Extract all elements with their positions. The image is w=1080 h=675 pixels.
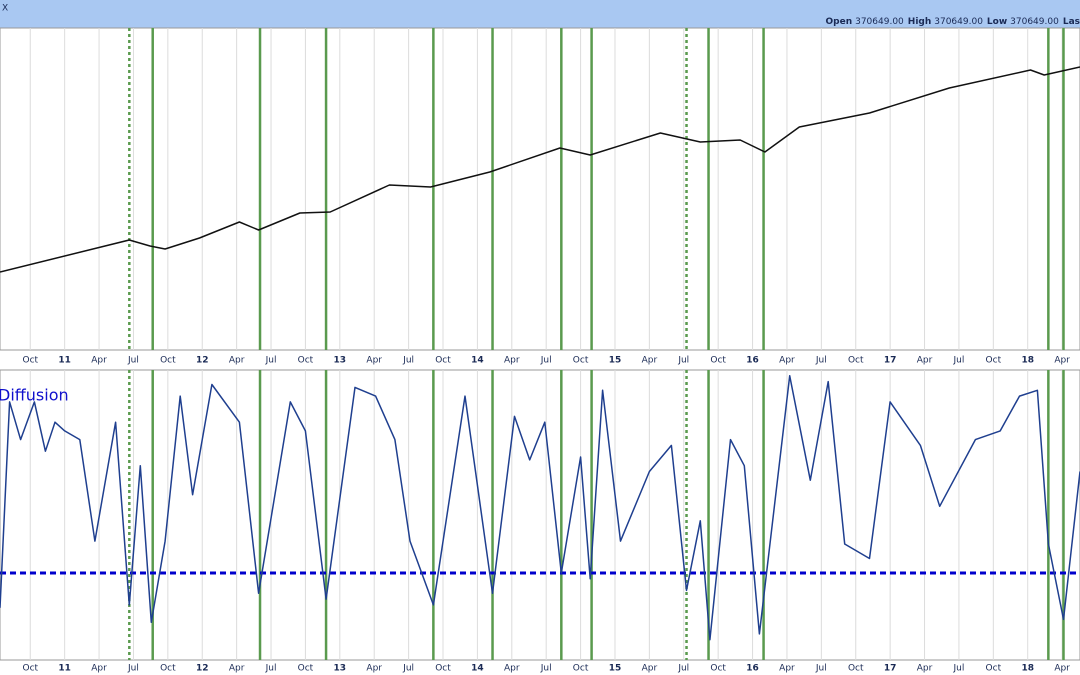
x-tick-label: Oct (573, 356, 589, 366)
quote-value: 370649.00 (1010, 17, 1059, 27)
x-tick-label: Oct (160, 356, 176, 366)
x-tick-label: Jul (402, 356, 414, 366)
x-tick-label: Apr (229, 664, 245, 674)
x-tick-label: Apr (917, 664, 933, 674)
x-tick-label: Apr (642, 664, 658, 674)
x-tick-label: Apr (366, 356, 382, 366)
x-tick-label: Apr (642, 356, 658, 366)
x-tick-label: 17 (884, 664, 897, 674)
quote-label: Las (1063, 17, 1080, 27)
x-tick-label: Jul (402, 664, 414, 674)
x-tick-label: Jul (540, 664, 552, 674)
x-tick-label: 14 (471, 664, 484, 674)
x-tick-label: Oct (710, 356, 726, 366)
x-tick-label: 12 (196, 664, 209, 674)
x-tick-label: Apr (504, 356, 520, 366)
x-tick-label: Jul (677, 356, 689, 366)
x-tick-label: Jul (953, 356, 965, 366)
x-tick-label: Apr (779, 356, 795, 366)
x-tick-label: Jul (265, 356, 277, 366)
x-tick-label: 13 (334, 664, 347, 674)
x-tick-label: Oct (22, 664, 38, 674)
x-tick-label: Jul (127, 664, 139, 674)
x-tick-label: Oct (435, 664, 451, 674)
x-tick-label: 11 (58, 664, 71, 674)
x-tick-label: Jul (815, 664, 827, 674)
symbol: X (2, 4, 8, 14)
data-line (0, 66, 1080, 273)
x-tick-label: Apr (229, 356, 245, 366)
x-tick-label: Apr (779, 664, 795, 674)
diffusion-panel (0, 369, 1080, 661)
x-tick-label: Apr (91, 356, 107, 366)
x-tick-label: 18 (1021, 664, 1034, 674)
x-tick-label: 17 (884, 356, 897, 366)
x-tick-label: Oct (986, 664, 1002, 674)
x-tick-label: Apr (917, 356, 933, 366)
x-tick-label: 15 (609, 356, 622, 366)
x-tick-label: Apr (504, 664, 520, 674)
price-panel (0, 27, 1080, 351)
quote-label: High (908, 17, 931, 27)
x-tick-label: Jul (540, 356, 552, 366)
x-tick-label: 15 (609, 664, 622, 674)
x-tick-label: Jul (265, 664, 277, 674)
header-bar (0, 0, 1080, 28)
x-tick-label: 12 (196, 356, 209, 366)
x-tick-label: Jul (815, 356, 827, 366)
x-tick-label: Apr (1054, 356, 1070, 366)
x-tick-label: Oct (848, 664, 864, 674)
x-tick-label: 18 (1021, 356, 1034, 366)
x-tick-label: Oct (160, 664, 176, 674)
quote-label: Open (826, 17, 853, 27)
x-tick-label: Oct (298, 356, 314, 366)
x-tick-label: 16 (746, 664, 759, 674)
x-tick-label: Oct (710, 664, 726, 674)
quote-value: 370649.00 (855, 17, 904, 27)
x-tick-label: Apr (1054, 664, 1070, 674)
x-tick-label: Oct (986, 356, 1002, 366)
x-tick-label: Oct (573, 664, 589, 674)
quote-label: Low (987, 17, 1007, 27)
x-tick-label: Oct (298, 664, 314, 674)
data-line (0, 375, 1080, 641)
x-tick-label: Oct (435, 356, 451, 366)
x-tick-label: 13 (334, 356, 347, 366)
x-tick-label: Jul (677, 664, 689, 674)
x-tick-label: Oct (22, 356, 38, 366)
x-tick-label: 14 (471, 356, 484, 366)
x-tick-label: 11 (58, 356, 71, 366)
x-tick-label: 16 (746, 356, 759, 366)
quote: Open 370649.00 High 370649.00 Low 370649.00 La… (826, 17, 1080, 27)
quote-value: 370649.00 (934, 17, 983, 27)
x-tick-label: Jul (127, 356, 139, 366)
x-tick-label: Apr (366, 664, 382, 674)
x-tick-label: Oct (848, 356, 864, 366)
x-tick-label: Jul (953, 664, 965, 674)
panel-title: Diffusion (0, 386, 69, 405)
x-tick-label: Apr (91, 664, 107, 674)
